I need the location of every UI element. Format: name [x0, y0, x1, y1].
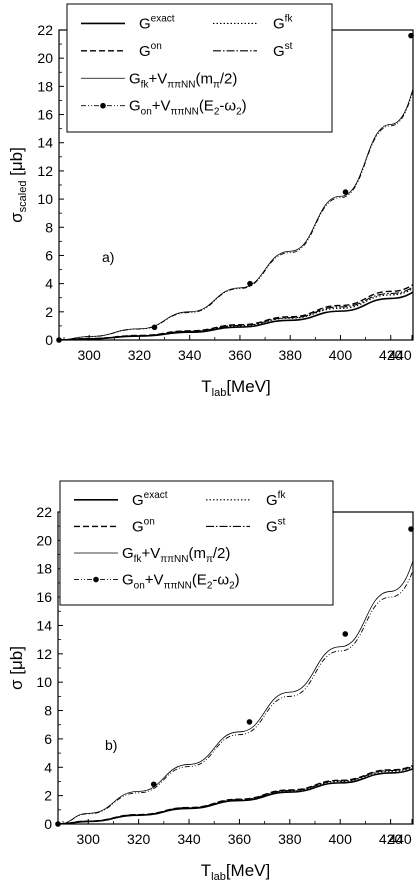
series-line-4 [58, 559, 413, 824]
y-tick-label: 16 [37, 107, 53, 123]
x-tick-label: 380 [279, 347, 303, 363]
series-line-1 [59, 287, 413, 340]
y-tick-label: 22 [37, 22, 53, 38]
y-tick-label: 2 [44, 788, 52, 804]
y-tick-label: 20 [37, 50, 53, 66]
legend-label: Gon+VππNN(E2-ω2) [129, 98, 247, 118]
y-tick-label: 14 [36, 617, 52, 633]
y-tick-label: 18 [37, 78, 53, 94]
x-axis-label: Tlab[MeV] [201, 377, 270, 399]
x-tick-label: 380 [278, 831, 302, 847]
x-axis-label: Tlab[MeV] [201, 861, 270, 883]
x-tick-label: 400 [329, 347, 353, 363]
x-tick-label: 300 [77, 347, 101, 363]
y-axis-label: σ [μb] [7, 646, 26, 690]
series-line-0 [59, 291, 413, 340]
x-tick-label: 320 [128, 347, 152, 363]
legend-label: Gexact [132, 490, 168, 509]
y-tick-label: 12 [37, 163, 53, 179]
y-tick-label: 4 [45, 276, 53, 292]
series-line-2 [58, 764, 413, 824]
x-tick-label: 420 [379, 347, 403, 363]
legend-box [66, 3, 333, 133]
legend-label: Gfk [273, 13, 293, 32]
series-line-3 [58, 765, 413, 824]
x-tick-label: 340 [177, 831, 201, 847]
y-tick-label: 10 [36, 674, 52, 690]
legend-label: Gfk [266, 490, 286, 509]
legend-label: Gst [266, 516, 286, 535]
data-point [247, 280, 253, 287]
data-point [150, 781, 157, 788]
series-line-3 [59, 286, 413, 340]
y-tick-label: 16 [36, 589, 52, 605]
data-point [56, 337, 62, 343]
y-tick-label: 8 [45, 219, 53, 235]
panel-label: b) [105, 737, 117, 753]
series-line-1 [58, 766, 413, 824]
panel-label: a) [102, 249, 114, 265]
data-point [408, 32, 414, 39]
data-point [408, 526, 414, 532]
y-tick-label: 0 [44, 816, 52, 832]
y-tick-label: 18 [36, 561, 52, 577]
legend-marker [93, 576, 99, 583]
legend-label: Gexact [139, 13, 175, 32]
legend-label: Gon [139, 41, 162, 60]
data-point [342, 189, 349, 195]
x-tick-label: 340 [178, 347, 202, 363]
y-tick-label: 12 [36, 646, 52, 662]
series-line-4 [59, 87, 413, 340]
series-line-2 [59, 283, 413, 340]
x-tick-label: 360 [228, 831, 252, 847]
x-tick-label: 400 [329, 831, 353, 847]
y-tick-label: 6 [44, 731, 52, 747]
x-tick-label: 360 [228, 347, 252, 363]
x-tick-label: 320 [127, 831, 151, 847]
y-tick-label: 0 [45, 332, 53, 348]
legend-marker [100, 102, 106, 109]
legend-label: Gfk+VππNN(mπ/2) [129, 70, 237, 90]
panel-b-chart: 0 2 4 6 8 10 12 14 16 18 20 22 300 320 340 360 380 400 420… [7, 480, 414, 883]
data-point [342, 631, 349, 637]
x-tick-label: 440 [388, 347, 412, 363]
x-tick-label: 440 [388, 831, 412, 847]
y-tick-label: 10 [37, 191, 53, 207]
legend-label: Gon [132, 516, 155, 535]
x-tick-label: 300 [77, 831, 101, 847]
series-line-5 [58, 569, 413, 824]
series-line-0 [58, 767, 413, 824]
y-tick-label: 8 [44, 703, 52, 719]
y-tick-label: 6 [45, 247, 53, 263]
data-point [246, 719, 253, 725]
series-line-5 [59, 88, 413, 340]
y-tick-label: 14 [37, 135, 53, 151]
panel-a-chart: 0 2 4 6 8 10 12 14 16 18 20 22 300 320 340 360 380 400 420… [7, 3, 414, 399]
y-tick-label: 20 [36, 532, 52, 548]
data-point [151, 324, 158, 331]
legend-label: Gon+VππNN(E2-ω2) [122, 572, 240, 592]
legend-label: Gst [273, 41, 293, 60]
y-tick-label: 2 [45, 304, 53, 320]
y-tick-label: 22 [36, 504, 52, 520]
legend-box [59, 480, 334, 606]
x-tick-label: 420 [379, 831, 403, 847]
y-tick-label: 4 [44, 759, 52, 775]
data-point [55, 821, 61, 827]
y-axis-label: σscaled [μb] [7, 147, 29, 223]
legend-label: Gfk+VππNN(mπ/2) [122, 545, 230, 565]
